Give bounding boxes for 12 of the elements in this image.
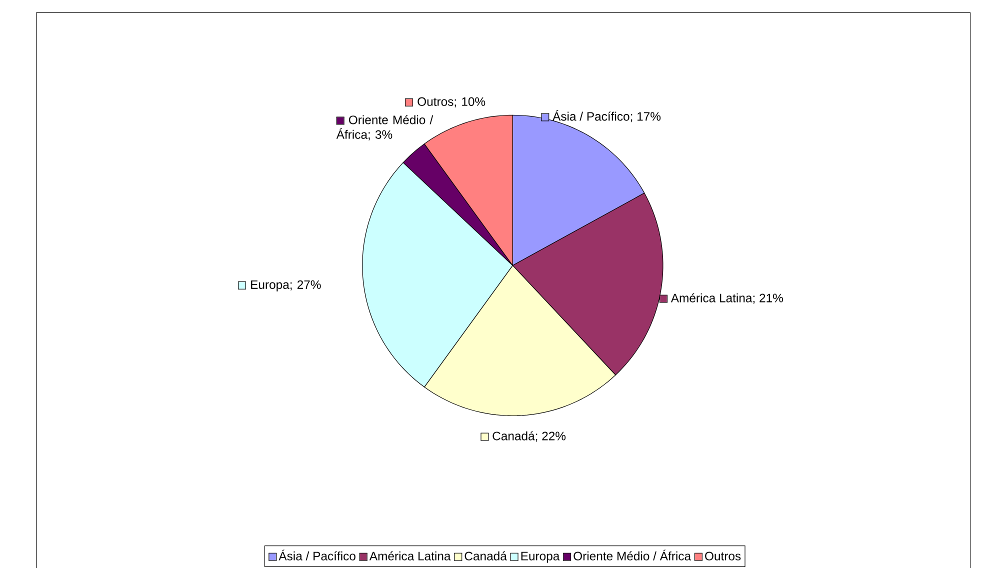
legend-label: Ásia / Pacífico bbox=[278, 550, 356, 560]
data-label: Europa; 27% bbox=[251, 280, 321, 292]
data-label: Outros; 10% bbox=[418, 97, 486, 108]
legend-label: Canadá bbox=[464, 551, 507, 560]
legend-label: América Latina bbox=[369, 551, 451, 560]
data-label: Canadá; 22% bbox=[492, 431, 566, 442]
data-label: Oriente Médio / África; 3% bbox=[336, 115, 434, 140]
data-label: América Latina; 21% bbox=[670, 293, 783, 304]
legend-label: Outros bbox=[705, 552, 741, 560]
legend-label: Europa bbox=[521, 552, 560, 563]
legend-label: Oriente Médio / África bbox=[574, 550, 692, 560]
data-label: Ásia / Pacífico; 17% bbox=[552, 110, 661, 122]
